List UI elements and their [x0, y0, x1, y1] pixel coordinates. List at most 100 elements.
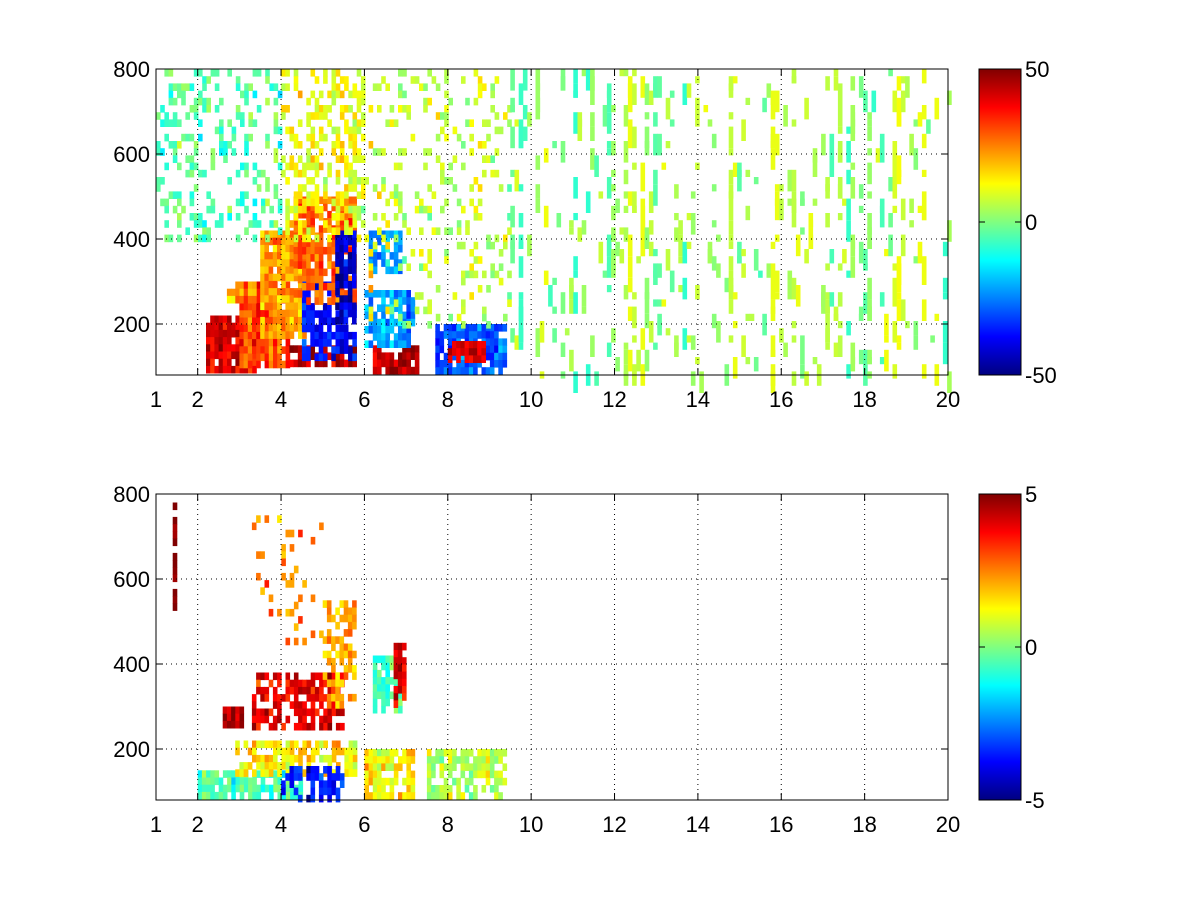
heatmap-cell [892, 277, 898, 300]
heatmap-cell [277, 162, 283, 171]
heatmap-cell [348, 227, 353, 235]
heatmap-cell [348, 769, 354, 777]
heatmap-cell [926, 119, 931, 134]
heatmap-cell [535, 69, 541, 91]
heatmap-cell [406, 290, 411, 298]
heatmap-cell [494, 777, 499, 786]
heatmap-cell [423, 162, 428, 171]
heatmap-cell [310, 227, 316, 235]
heatmap-cell [252, 162, 258, 171]
y-tick-label: 800 [113, 57, 150, 82]
heatmap-cell [461, 205, 466, 214]
heatmap-cell [252, 777, 257, 786]
heatmap-cell [402, 642, 407, 651]
heatmap-cell [256, 784, 262, 793]
heatmap-cell [247, 281, 253, 290]
heatmap-cell [456, 341, 461, 349]
heatmap-cell [846, 321, 851, 336]
heatmap-cell [469, 119, 474, 127]
axes-box [155, 493, 949, 801]
heatmap-cell [867, 112, 872, 120]
heatmap-cell [243, 324, 249, 333]
heatmap-cell [198, 220, 203, 228]
heatmap-cell [556, 213, 562, 228]
heatmap-cell [348, 141, 353, 149]
heatmap-cell [218, 322, 224, 331]
heatmap-cell [339, 693, 345, 702]
heatmap-cell [469, 270, 474, 279]
heatmap-cell [348, 105, 353, 113]
heatmap-cell [318, 196, 324, 205]
heatmap-cell [381, 359, 386, 368]
heatmap-cell [310, 141, 316, 149]
heatmap-cell [398, 333, 403, 341]
heatmap-cell [494, 126, 500, 135]
heatmap-cell [289, 273, 295, 282]
heatmap-cell [448, 97, 453, 106]
heatmap-cell [289, 345, 294, 353]
heatmap-cell [189, 133, 195, 142]
heatmap-cell [327, 780, 332, 788]
heatmap-cell [277, 198, 283, 207]
heatmap-cell [489, 324, 495, 332]
heatmap-cell [372, 691, 378, 700]
heatmap-cell [227, 365, 232, 374]
heatmap-cell [260, 339, 265, 347]
heatmap-cell [464, 341, 470, 349]
heatmap-cell [210, 329, 215, 338]
heatmap-cell [235, 769, 240, 777]
heatmap-cell [273, 148, 279, 156]
heatmap-cell [398, 191, 403, 199]
heatmap-cell [917, 241, 923, 264]
heatmap-cell [352, 259, 357, 267]
heatmap-cell [884, 249, 889, 257]
heatmap-cell [398, 198, 403, 207]
heatmap-cell [632, 292, 637, 300]
heatmap-cell [297, 205, 303, 214]
heatmap-cell [372, 359, 378, 368]
heatmap-cell [306, 227, 311, 235]
heatmap-cell [198, 97, 203, 106]
heatmap-cell [623, 105, 629, 127]
heatmap-cell [193, 220, 199, 228]
heatmap-cell [606, 112, 612, 134]
heatmap-cell [402, 657, 407, 665]
heatmap-cell [770, 371, 776, 393]
heatmap-cell [381, 318, 386, 327]
heatmap-cell [623, 169, 629, 185]
heatmap-cell [385, 655, 390, 664]
heatmap-cell [435, 792, 440, 800]
heatmap-cell [507, 292, 512, 300]
heatmap-cell [758, 270, 763, 278]
heatmap-cell [340, 722, 345, 731]
heatmap-cell [393, 686, 399, 694]
heatmap-cell [372, 655, 378, 664]
heatmap-cell [277, 708, 282, 717]
heatmap-cell [281, 787, 286, 796]
heatmap-cell [193, 97, 199, 106]
heatmap-cell [277, 141, 283, 149]
heatmap-cell [469, 198, 474, 207]
heatmap-cell [473, 770, 478, 779]
heatmap-cell [435, 227, 441, 235]
heatmap-cell [172, 538, 178, 547]
heatmap-cell [306, 297, 311, 305]
heatmap-cell [231, 777, 236, 786]
heatmap-cell [310, 275, 315, 284]
heatmap-cell [318, 268, 324, 277]
heatmap-cell [481, 367, 487, 375]
heatmap-cell [222, 791, 228, 800]
heatmap-cell [581, 306, 587, 314]
heatmap-cell [281, 155, 286, 163]
heatmap-cell [461, 277, 466, 286]
heatmap-cell [185, 169, 190, 178]
heatmap-cell [206, 770, 211, 778]
heatmap-cell [896, 292, 902, 300]
heatmap-cell [319, 679, 324, 688]
heatmap-cell [393, 191, 399, 199]
heatmap-cell [172, 112, 178, 120]
heatmap-cell [260, 316, 265, 325]
heatmap-cell [423, 205, 428, 214]
heatmap-cell [256, 105, 262, 113]
heatmap-cell [331, 657, 336, 666]
